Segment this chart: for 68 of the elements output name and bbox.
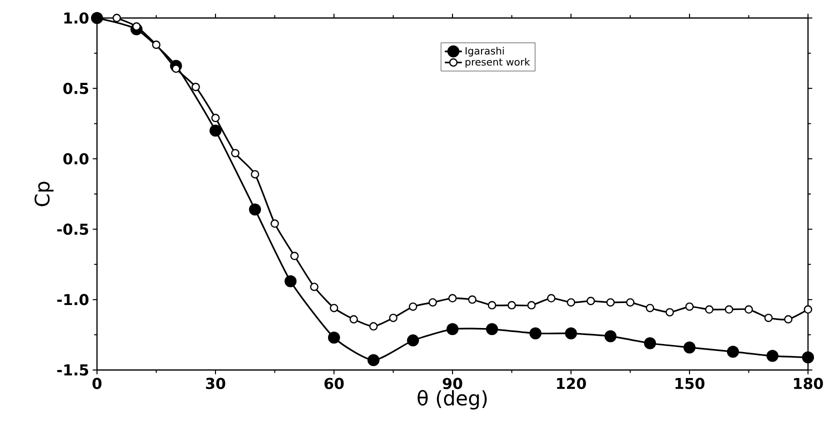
- point: [250, 170, 260, 178]
- x-tick-label: 90: [442, 378, 462, 390]
- point: [685, 302, 694, 311]
- y-tick-label: -0.5: [57, 224, 88, 235]
- point: [508, 301, 516, 310]
- point: [784, 315, 792, 324]
- y-tick-label: -1.5: [57, 364, 88, 376]
- point: [547, 294, 556, 302]
- point: [231, 148, 240, 158]
- point: [802, 351, 814, 364]
- point: [468, 295, 476, 304]
- point: [529, 327, 542, 340]
- point: [626, 298, 634, 307]
- point: [407, 334, 420, 346]
- x-tick-label: 0: [92, 378, 102, 390]
- point: [486, 323, 498, 336]
- x-tick-label: 30: [206, 378, 226, 390]
- point: [646, 304, 654, 312]
- point: [310, 282, 318, 292]
- point: [448, 294, 457, 302]
- y-tick-label: -1.0: [57, 294, 88, 306]
- y-axis-title: Cp: [34, 182, 54, 206]
- point: [350, 315, 358, 324]
- y-tick-label: 1.0: [64, 12, 88, 24]
- point: [604, 330, 617, 342]
- point: [606, 298, 615, 307]
- point: [764, 314, 773, 322]
- point: [684, 341, 696, 354]
- point: [488, 301, 496, 310]
- point: [369, 322, 378, 331]
- point: [152, 40, 160, 49]
- point: [586, 296, 595, 306]
- point: [566, 298, 576, 307]
- point: [804, 305, 812, 314]
- point: [112, 14, 121, 22]
- point: [210, 124, 222, 137]
- point: [284, 275, 297, 288]
- point: [766, 350, 778, 362]
- point: [565, 327, 578, 340]
- point: [428, 298, 437, 307]
- point: [726, 346, 739, 358]
- point: [744, 305, 753, 314]
- legend-label: Igarashi: [466, 46, 504, 57]
- point: [705, 305, 714, 314]
- point: [91, 12, 104, 24]
- legend-label: present work: [466, 58, 530, 68]
- point: [446, 323, 459, 336]
- point: [724, 305, 734, 314]
- point: [290, 252, 299, 260]
- point: [192, 82, 200, 92]
- point: [270, 219, 279, 228]
- y-tick-label: 0.5: [63, 82, 88, 94]
- point: [328, 332, 340, 344]
- point: [666, 308, 674, 316]
- x-axis-title: θ (deg): [418, 390, 487, 410]
- point: [249, 203, 262, 216]
- x-tick-label: 150: [676, 378, 704, 390]
- x-tick-label: 180: [794, 378, 823, 390]
- y-tick-label: 0.0: [63, 153, 88, 164]
- point: [389, 314, 398, 322]
- x-tick-label: 60: [324, 378, 344, 390]
- x-tick-label: 120: [557, 378, 586, 390]
- point: [211, 114, 220, 122]
- point: [644, 337, 656, 350]
- point: [368, 354, 380, 366]
- point: [408, 302, 418, 311]
- point: [330, 304, 338, 312]
- point: [527, 301, 536, 310]
